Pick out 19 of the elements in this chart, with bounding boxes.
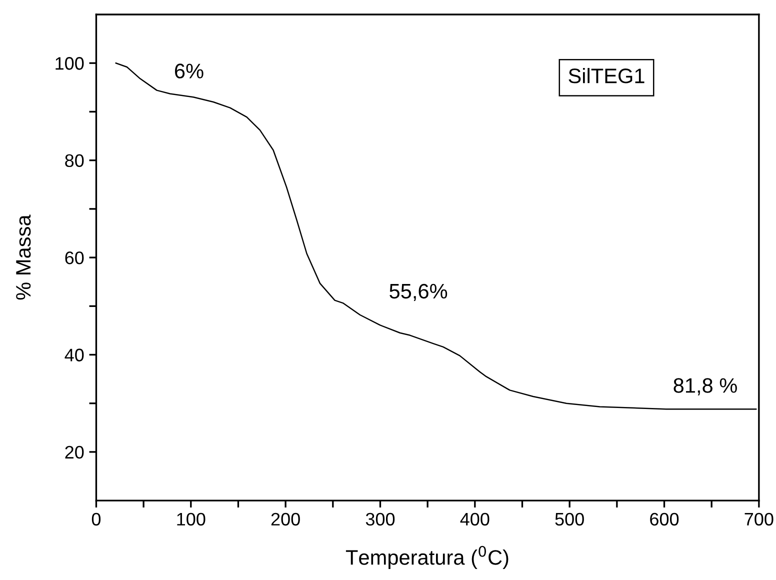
y-tick-label: 60 [65, 251, 84, 264]
y-axis-title: % Massa [16, 214, 31, 300]
x-tick-label: 700 [744, 512, 774, 526]
annotation: 81,8 % [674, 378, 737, 396]
x-tick-label: 300 [366, 512, 395, 526]
y-tick-label: 40 [64, 348, 84, 362]
x-tick-label: 500 [555, 512, 584, 526]
x-tick-label: 200 [271, 512, 300, 526]
x-tick-label: 600 [650, 512, 679, 526]
y-tick-label: 80 [65, 154, 84, 168]
x-tick-label: 400 [460, 512, 490, 526]
x-tick-label: 0 [92, 512, 101, 526]
annotation: 6% [175, 64, 204, 78]
annotation: SilTEG1 [568, 68, 644, 84]
annotation: 55,6% [390, 284, 448, 302]
x-tick-label: 100 [177, 512, 206, 526]
y-tick-label: 100 [56, 57, 84, 70]
y-tick-label: 20 [65, 446, 84, 459]
x-axis-title: Temperatura ($^{0}$C) [346, 546, 508, 569]
